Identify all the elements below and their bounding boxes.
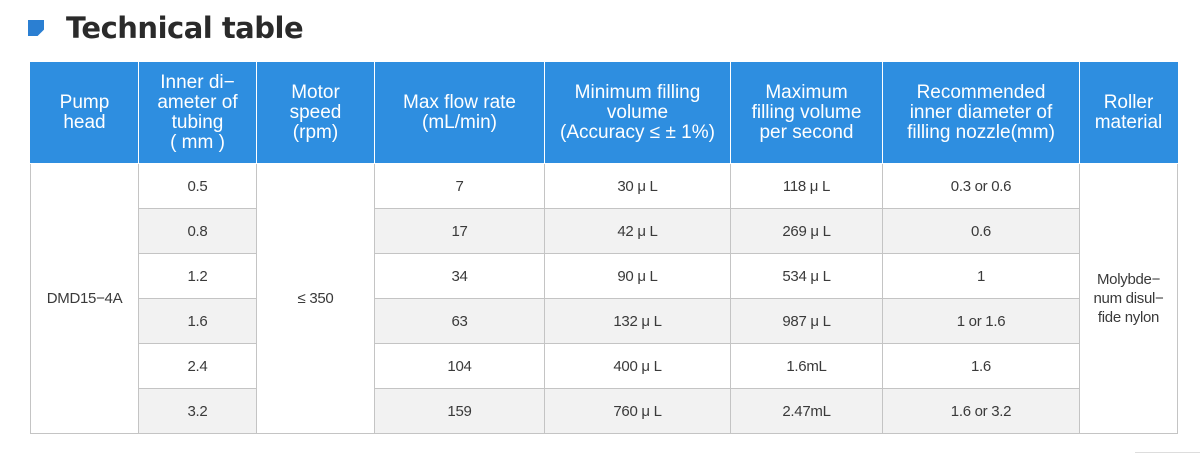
nozzle-cell: 0.3 or 0.6 [882, 163, 1080, 209]
header-motor-speed: Motor speed (rpm) [256, 62, 375, 164]
flow-cell: 104 [374, 343, 545, 389]
nozzle-cell: 1 or 1.6 [882, 298, 1080, 344]
flow-cell: 7 [374, 163, 545, 209]
tubing-cell: 1.6 [138, 298, 257, 344]
section-title-row: Technical table [28, 8, 304, 48]
table-row: 0.8 17 42 μ L 269 μ L 0.6 [31, 208, 1178, 254]
tubing-cell: 0.8 [138, 208, 257, 254]
section-title: Technical table [66, 11, 304, 45]
tubing-cell: 3.2 [138, 388, 257, 434]
max-volume-cell: 2.47mL [730, 388, 883, 434]
table-row: 2.4 104 400 μ L 1.6mL 1.6 [31, 343, 1178, 389]
table-row: 3.2 159 760 μ L 2.47mL 1.6 or 3.2 [31, 388, 1178, 434]
table-row: DMD15−4A 0.5 ≤ 350 7 30 μ L 118 μ L 0.3 … [30, 163, 1178, 434]
nozzle-cell: 1 [882, 253, 1080, 299]
max-volume-cell: 269 μ L [730, 208, 883, 254]
max-volume-cell: 534 μ L [730, 253, 883, 299]
nozzle-cell: 1.6 or 3.2 [882, 388, 1080, 434]
motor-speed-cell: ≤ 350 [256, 163, 375, 434]
flow-cell: 17 [374, 208, 545, 254]
min-volume-cell: 400 μ L [544, 343, 731, 389]
nozzle-cell: 0.6 [882, 208, 1080, 254]
table-header-row: Pump head Inner di− ameter of tubing ( m… [30, 62, 1178, 164]
flow-cell: 159 [374, 388, 545, 434]
max-volume-cell: 1.6mL [730, 343, 883, 389]
min-volume-cell: 30 μ L [544, 163, 731, 209]
tubing-cell: 1.2 [138, 253, 257, 299]
min-volume-cell: 760 μ L [544, 388, 731, 434]
header-roller-material: Roller material [1079, 62, 1178, 164]
header-max-flow-rate: Max flow rate (mL/min) [374, 62, 545, 164]
bullet-square-icon [28, 20, 44, 36]
pump-head-cell: DMD15−4A [30, 163, 139, 434]
max-volume-cell: 987 μ L [730, 298, 883, 344]
nozzle-cell: 1.6 [882, 343, 1080, 389]
tubing-cell: 0.5 [138, 163, 257, 209]
header-nozzle-diameter: Recommended inner diameter of filling no… [882, 62, 1080, 164]
max-volume-cell: 118 μ L [730, 163, 883, 209]
header-max-filling-volume: Maximum filling volume per second [730, 62, 883, 164]
table-row: 1.6 63 132 μ L 987 μ L 1 or 1.6 [31, 298, 1178, 344]
tubing-cell: 2.4 [138, 343, 257, 389]
divider [1135, 452, 1200, 453]
technical-table: Pump head Inner di− ameter of tubing ( m… [30, 62, 1178, 434]
table-row: 1.2 34 90 μ L 534 μ L 1 [31, 253, 1178, 299]
roller-material-cell: Molybde− num disul− fide nylon [1079, 163, 1178, 434]
header-inner-diameter: Inner di− ameter of tubing ( mm ) [138, 62, 257, 164]
header-pump-head: Pump head [30, 62, 139, 164]
header-min-filling-volume: Minimum filling volume (Accuracy ≤ ± 1%) [544, 62, 731, 164]
min-volume-cell: 132 μ L [544, 298, 731, 344]
flow-cell: 63 [374, 298, 545, 344]
min-volume-cell: 42 μ L [544, 208, 731, 254]
min-volume-cell: 90 μ L [544, 253, 731, 299]
flow-cell: 34 [374, 253, 545, 299]
